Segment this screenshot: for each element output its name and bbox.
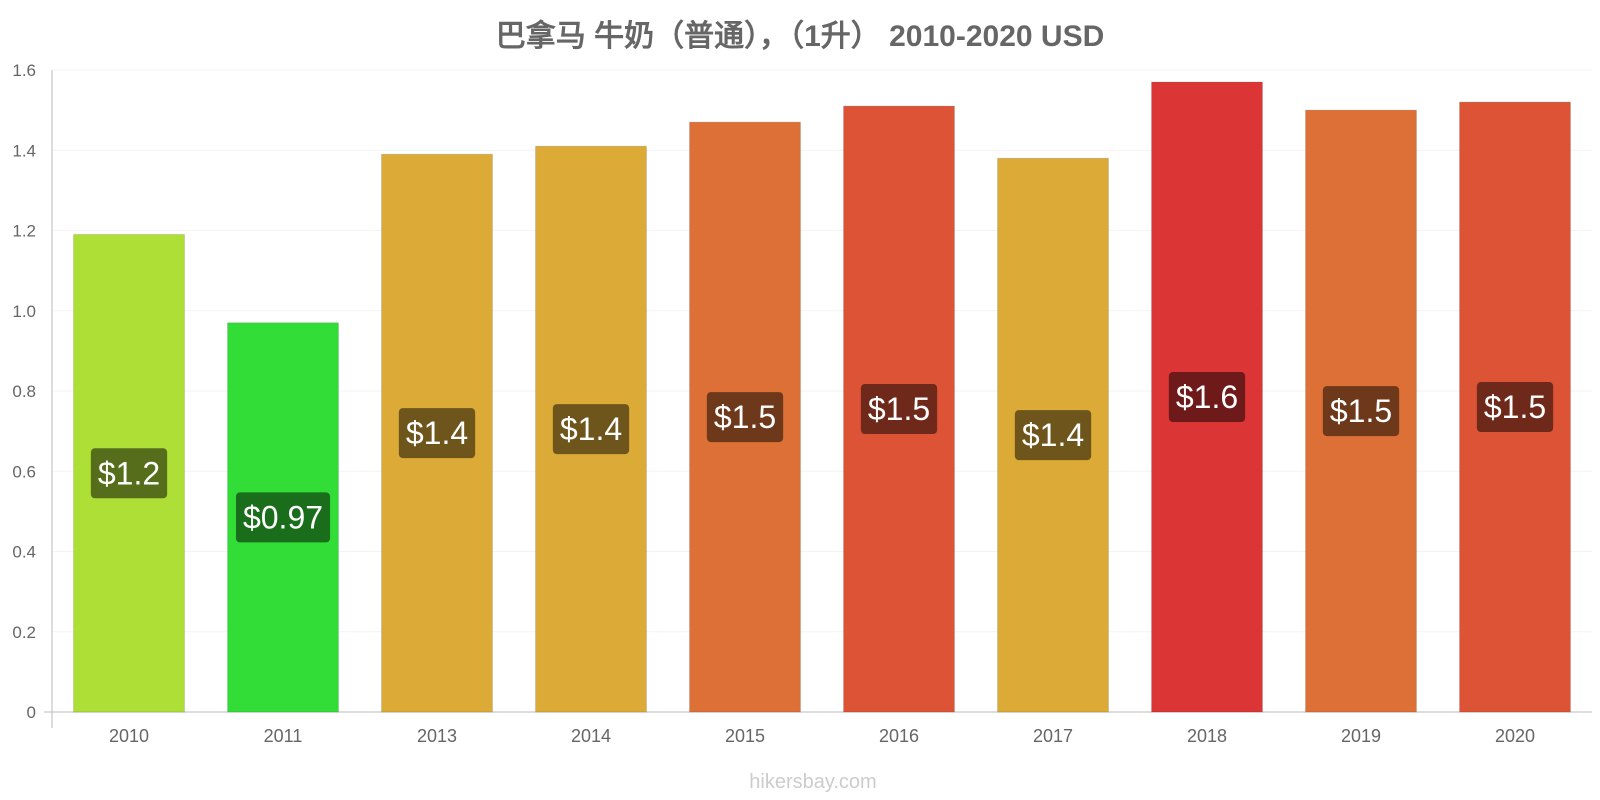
y-tick-label: 1.2 [12, 222, 36, 241]
y-tick-label: 1.4 [12, 141, 36, 160]
y-tick-label: 0.6 [12, 462, 36, 481]
data-label: $1.2 [98, 455, 160, 491]
y-tick-label: 0.4 [12, 543, 36, 562]
data-label: $1.5 [1484, 389, 1546, 425]
data-label-background [398, 408, 476, 459]
y-tick-label: 0 [27, 703, 36, 722]
x-tick-label: 2019 [1341, 726, 1381, 746]
data-label: $1.5 [714, 399, 776, 435]
data-label-background [1168, 372, 1246, 423]
data-label: $1.4 [560, 411, 622, 447]
y-tick-label: 1.6 [12, 61, 36, 80]
data-label-background [1322, 386, 1400, 437]
data-label-background [552, 404, 630, 455]
x-tick-label: 2015 [725, 726, 765, 746]
watermark: hikersbay.com [749, 771, 876, 793]
data-label-background [1476, 382, 1554, 433]
x-tick-label: 2013 [417, 726, 457, 746]
y-tick-label: 1.0 [12, 302, 36, 321]
data-label: $1.6 [1176, 379, 1238, 415]
data-label: $1.4 [406, 415, 468, 451]
chart-title: 巴拿马 牛奶（普通），（1升） 2010-2020 USD [496, 19, 1105, 53]
x-tick-label: 2020 [1495, 726, 1535, 746]
data-label: $1.5 [1330, 393, 1392, 429]
y-tick-label: 0.2 [12, 623, 36, 642]
x-tick-label: 2014 [571, 726, 611, 746]
data-label-background [706, 392, 784, 443]
data-labels: $1.2 $0.97 $1.4 $1.4 $1.5 $1.5 $1.4 $1.6 $1.5 $1.… [90, 372, 1554, 543]
x-tick-label: 2017 [1033, 726, 1073, 746]
x-axis-ticks: 2010 2011 2013 2014 2015 2016 2017 2018 2019 2020 [109, 726, 1535, 746]
data-label: $0.97 [243, 499, 323, 535]
data-label-background [235, 492, 331, 543]
data-label: $1.5 [868, 391, 930, 427]
x-tick-label: 2011 [264, 726, 303, 746]
data-label-background [860, 384, 938, 435]
x-tick-label: 2018 [1187, 726, 1227, 746]
y-axis-ticks: 0 0.2 0.4 0.6 0.8 1.0 1.2 1.4 1.6 [12, 61, 36, 722]
y-tick-label: 0.8 [12, 382, 36, 401]
data-label-background [1014, 410, 1092, 461]
data-label-background [90, 448, 168, 499]
data-label: $1.4 [1022, 417, 1084, 453]
x-tick-label: 2010 [109, 726, 149, 746]
x-tick-label: 2016 [879, 726, 919, 746]
